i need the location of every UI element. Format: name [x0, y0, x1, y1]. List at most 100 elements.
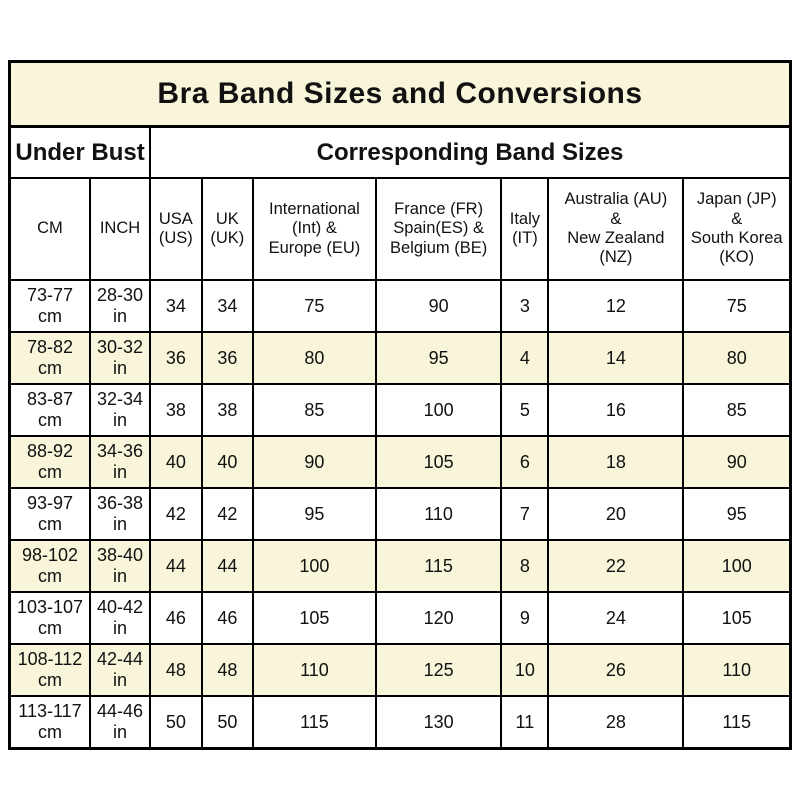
- cell-it: 10: [500, 643, 550, 697]
- cell-jp-ko: 75: [682, 279, 792, 333]
- cell-inch: 38-40 in: [88, 539, 152, 593]
- cell-uk: 36: [200, 331, 255, 385]
- cell-it: 11: [500, 695, 550, 750]
- cell-us: 38: [149, 383, 203, 437]
- cell-jp-ko: 85: [682, 383, 792, 437]
- cell-au-nz: 28: [547, 695, 685, 750]
- cell-us: 44: [149, 539, 203, 593]
- cell-fr-es-be: 130: [374, 695, 503, 750]
- cell-int-eu: 95: [252, 487, 377, 541]
- cell-uk: 50: [200, 695, 255, 750]
- column-header-jp-ko: Japan (JP) & South Korea (KO): [682, 177, 792, 281]
- table-row: 93-97 cm 36-38 in 42 42 95 110 7 20 95: [8, 487, 792, 541]
- cell-inch: 30-32 in: [88, 331, 152, 385]
- cell-int-eu: 105: [252, 591, 377, 645]
- cell-fr-es-be: 115: [374, 539, 503, 593]
- cell-uk: 40: [200, 435, 255, 489]
- table-row: 78-82 cm 30-32 in 36 36 80 95 4 14 80: [8, 331, 792, 385]
- cell-it: 7: [500, 487, 550, 541]
- cell-us: 34: [149, 279, 203, 333]
- cell-fr-es-be: 110: [374, 487, 503, 541]
- cell-inch: 34-36 in: [88, 435, 152, 489]
- table-row: 113-117 cm 44-46 in 50 50 115 130 11 28 115: [8, 695, 792, 750]
- column-header-inch: INCH: [88, 177, 152, 281]
- bra-band-conversion-table: Bra Band Sizes and Conversions Under Bus…: [8, 60, 792, 750]
- cell-jp-ko: 90: [682, 435, 792, 489]
- cell-us: 46: [149, 591, 203, 645]
- cell-au-nz: 16: [547, 383, 685, 437]
- cell-it: 9: [500, 591, 550, 645]
- cell-uk: 48: [200, 643, 255, 697]
- cell-au-nz: 18: [547, 435, 685, 489]
- table-row: 88-92 cm 34-36 in 40 40 90 105 6 18 90: [8, 435, 792, 489]
- cell-fr-es-be: 95: [374, 331, 503, 385]
- cell-int-eu: 75: [252, 279, 377, 333]
- section-header-under-bust: Under Bust: [8, 125, 152, 179]
- cell-uk: 42: [200, 487, 255, 541]
- column-header-us: USA (US): [149, 177, 203, 281]
- cell-us: 48: [149, 643, 203, 697]
- cell-au-nz: 24: [547, 591, 685, 645]
- column-header-cm: CM: [8, 177, 91, 281]
- cell-inch: 32-34 in: [88, 383, 152, 437]
- cell-jp-ko: 80: [682, 331, 792, 385]
- cell-fr-es-be: 125: [374, 643, 503, 697]
- column-header-fr-es-be: France (FR) Spain(ES) & Belgium (BE): [374, 177, 503, 281]
- cell-inch: 36-38 in: [88, 487, 152, 541]
- cell-int-eu: 85: [252, 383, 377, 437]
- cell-int-eu: 115: [252, 695, 377, 750]
- cell-inch: 42-44 in: [88, 643, 152, 697]
- cell-inch: 44-46 in: [88, 695, 152, 750]
- column-header-row: CM INCH USA (US) UK (UK) International (…: [8, 177, 792, 281]
- cell-uk: 46: [200, 591, 255, 645]
- cell-cm: 73-77 cm: [8, 279, 91, 333]
- cell-cm: 88-92 cm: [8, 435, 91, 489]
- cell-jp-ko: 115: [682, 695, 792, 750]
- cell-jp-ko: 105: [682, 591, 792, 645]
- cell-uk: 34: [200, 279, 255, 333]
- table-row: 98-102 cm 38-40 in 44 44 100 115 8 22 100: [8, 539, 792, 593]
- column-header-it: Italy (IT): [500, 177, 550, 281]
- table-row: 83-87 cm 32-34 in 38 38 85 100 5 16 85: [8, 383, 792, 437]
- cell-au-nz: 20: [547, 487, 685, 541]
- cell-cm: 103-107 cm: [8, 591, 91, 645]
- cell-int-eu: 90: [252, 435, 377, 489]
- cell-us: 36: [149, 331, 203, 385]
- cell-cm: 113-117 cm: [8, 695, 91, 750]
- page-title: Bra Band Sizes and Conversions: [8, 60, 792, 128]
- cell-cm: 98-102 cm: [8, 539, 91, 593]
- table-row: 108-112 cm 42-44 in 48 48 110 125 10 26 110: [8, 643, 792, 697]
- section-header-row: Under Bust Corresponding Band Sizes: [8, 125, 792, 179]
- cell-us: 50: [149, 695, 203, 750]
- cell-cm: 83-87 cm: [8, 383, 91, 437]
- column-header-au-nz: Australia (AU) & New Zealand (NZ): [547, 177, 685, 281]
- cell-us: 42: [149, 487, 203, 541]
- cell-fr-es-be: 90: [374, 279, 503, 333]
- cell-it: 4: [500, 331, 550, 385]
- table-row: 103-107 cm 40-42 in 46 46 105 120 9 24 105: [8, 591, 792, 645]
- cell-us: 40: [149, 435, 203, 489]
- cell-cm: 108-112 cm: [8, 643, 91, 697]
- column-header-uk: UK (UK): [200, 177, 255, 281]
- table-body: 73-77 cm 28-30 in 34 34 75 90 3 12 75 78-82 cm 30-…: [8, 279, 792, 750]
- cell-int-eu: 110: [252, 643, 377, 697]
- title-row: Bra Band Sizes and Conversions: [8, 60, 792, 128]
- cell-uk: 38: [200, 383, 255, 437]
- cell-au-nz: 14: [547, 331, 685, 385]
- cell-int-eu: 100: [252, 539, 377, 593]
- cell-uk: 44: [200, 539, 255, 593]
- cell-it: 3: [500, 279, 550, 333]
- cell-jp-ko: 95: [682, 487, 792, 541]
- cell-au-nz: 12: [547, 279, 685, 333]
- cell-au-nz: 26: [547, 643, 685, 697]
- cell-cm: 78-82 cm: [8, 331, 91, 385]
- cell-int-eu: 80: [252, 331, 377, 385]
- cell-inch: 40-42 in: [88, 591, 152, 645]
- cell-it: 5: [500, 383, 550, 437]
- section-header-band-sizes: Corresponding Band Sizes: [149, 125, 792, 179]
- cell-jp-ko: 110: [682, 643, 792, 697]
- cell-it: 8: [500, 539, 550, 593]
- cell-fr-es-be: 120: [374, 591, 503, 645]
- cell-jp-ko: 100: [682, 539, 792, 593]
